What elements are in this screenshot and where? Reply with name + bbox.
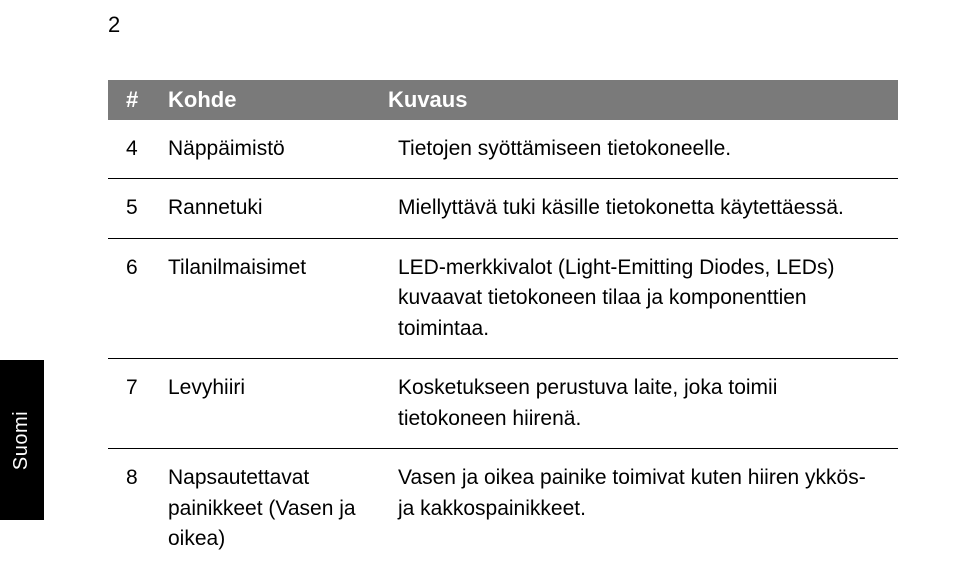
table-row: 8 Napsautettavat painikkeet (Vasen ja oi…: [108, 449, 898, 568]
table-row: 4 Näppäimistö Tietojen syöttämiseen tiet…: [108, 120, 898, 179]
item-description-table: # Kohde Kuvaus 4 Näppäimistö Tietojen sy…: [108, 80, 898, 568]
row-item: Näppäimistö: [168, 134, 398, 164]
row-num: 5: [108, 193, 168, 223]
row-desc: Miellyttävä tuki käsille tietokonetta kä…: [398, 193, 898, 223]
row-desc: Kosketukseen perustuva laite, joka toimi…: [398, 373, 898, 434]
row-item: Napsautettavat painikkeet (Vasen ja oike…: [168, 463, 398, 554]
row-num: 6: [108, 253, 168, 344]
row-num: 8: [108, 463, 168, 554]
table-header-row: # Kohde Kuvaus: [108, 80, 898, 120]
table-header-item: Kohde: [168, 87, 388, 113]
row-num: 7: [108, 373, 168, 434]
page-number: 2: [108, 12, 120, 38]
language-tab: Suomi: [0, 360, 44, 520]
row-desc: Vasen ja oikea painike toimivat kuten hi…: [398, 463, 898, 554]
table-header-num: #: [108, 87, 168, 113]
language-tab-label: Suomi: [11, 410, 34, 469]
row-desc: LED-merkkivalot (Light-Emitting Diodes, …: [398, 253, 898, 344]
table-row: 6 Tilanilmaisimet LED-merkkivalot (Light…: [108, 239, 898, 359]
row-item: Rannetuki: [168, 193, 398, 223]
table-header-desc: Kuvaus: [388, 87, 898, 113]
row-item: Tilanilmaisimet: [168, 253, 398, 344]
table-row: 5 Rannetuki Miellyttävä tuki käsille tie…: [108, 179, 898, 238]
row-desc: Tietojen syöttämiseen tietokoneelle.: [398, 134, 898, 164]
table-row: 7 Levyhiiri Kosketukseen perustuva laite…: [108, 359, 898, 449]
row-num: 4: [108, 134, 168, 164]
row-item: Levyhiiri: [168, 373, 398, 434]
